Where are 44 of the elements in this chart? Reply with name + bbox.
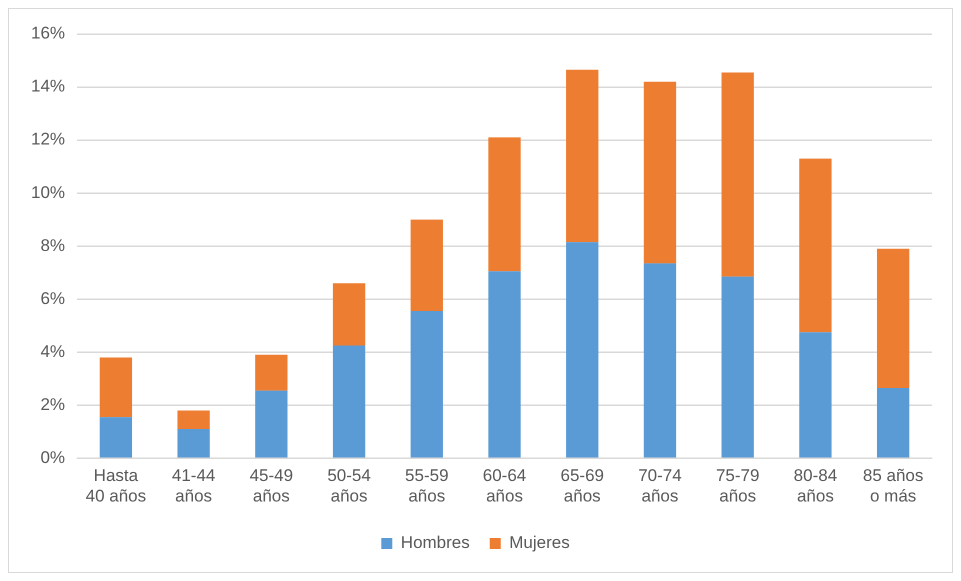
y-tick-label: 16% [30, 24, 66, 43]
y-tick-label: 8% [40, 236, 66, 255]
x-tick-label: 75-79 años [716, 466, 760, 506]
bar [100, 357, 132, 418]
bar [410, 311, 443, 458]
legend-label: Hombres [400, 533, 470, 552]
x-tick-label: Hasta 40 años [86, 466, 146, 506]
bar [566, 70, 598, 242]
x-tick-label: 45-49 años [250, 466, 294, 506]
x-tick-label: 85 años o más [862, 466, 924, 506]
bar [722, 72, 754, 277]
y-tick-label: 2% [40, 394, 66, 414]
y-tick-label: 6% [40, 288, 66, 308]
x-tick-label: 60-64 años [482, 466, 526, 506]
y-tick-label: 0% [40, 448, 66, 467]
x-tick-label: 70-74 años [638, 466, 682, 506]
bar [410, 220, 443, 312]
bar [876, 388, 910, 458]
bar [255, 354, 288, 391]
bar [876, 248, 910, 388]
bar [644, 263, 676, 458]
y-tick-label: 10% [30, 182, 66, 202]
x-tick-label: 80-84 años [794, 466, 838, 506]
bar [100, 417, 132, 458]
y-tick-label: 4% [40, 342, 66, 361]
bar [255, 390, 288, 458]
bar [799, 158, 832, 332]
bar [799, 332, 832, 458]
y-tick-label: 14% [30, 76, 66, 96]
legend-label: Mujeres [509, 533, 570, 552]
y-tick-label: 12% [30, 130, 66, 149]
bar [177, 410, 210, 430]
bar [488, 137, 521, 272]
bar [177, 429, 210, 458]
x-tick-label: 55-59 años [405, 466, 449, 506]
bar [332, 283, 366, 346]
x-tick-label: 65-69 años [560, 466, 604, 506]
bar [488, 271, 521, 458]
bar [644, 82, 676, 264]
x-tick-label: 50-54 años [327, 466, 371, 506]
x-tick-label: 41-44 años [172, 466, 216, 506]
bar [332, 346, 366, 458]
bar [566, 242, 598, 458]
bar [722, 276, 754, 458]
